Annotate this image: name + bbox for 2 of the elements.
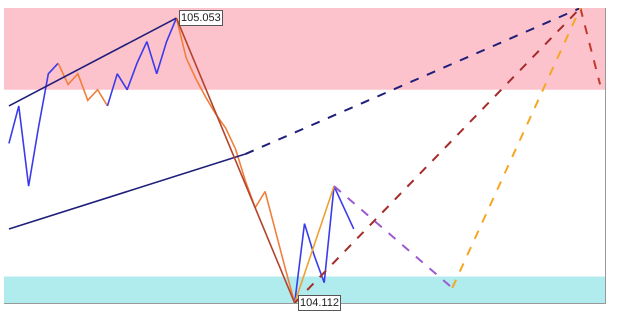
annotation: 105.053 [181,12,221,24]
annotation: 104.112 [300,297,339,309]
